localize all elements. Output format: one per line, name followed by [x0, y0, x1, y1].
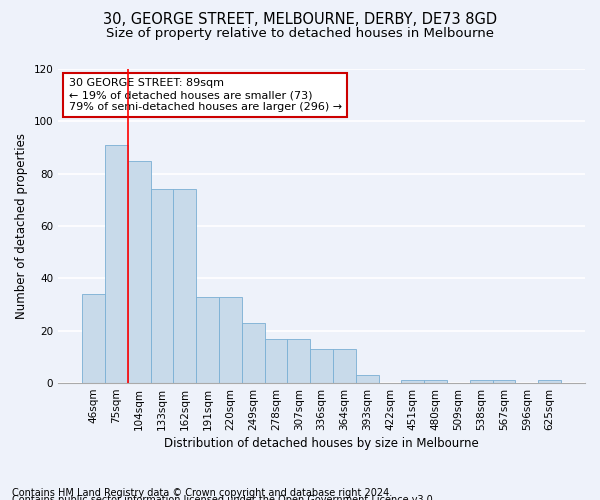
Bar	[538, 380, 561, 383]
Bar	[173, 190, 196, 383]
Text: 30 GEORGE STREET: 89sqm
← 19% of detached houses are smaller (73)
79% of semi-de: 30 GEORGE STREET: 89sqm ← 19% of detache…	[69, 78, 342, 112]
Text: Contains HM Land Registry data © Crown copyright and database right 2024.: Contains HM Land Registry data © Crown c…	[12, 488, 392, 498]
Bar	[470, 380, 493, 383]
Text: 30, GEORGE STREET, MELBOURNE, DERBY, DE73 8GD: 30, GEORGE STREET, MELBOURNE, DERBY, DE7…	[103, 12, 497, 28]
Bar	[82, 294, 105, 383]
Text: Contains public sector information licensed under the Open Government Licence v3: Contains public sector information licen…	[12, 495, 436, 500]
Bar	[287, 338, 310, 383]
Bar	[196, 296, 219, 383]
Bar	[219, 296, 242, 383]
Bar	[424, 380, 447, 383]
Bar	[333, 349, 356, 383]
Bar	[493, 380, 515, 383]
Bar	[356, 375, 379, 383]
Bar	[151, 190, 173, 383]
Bar	[105, 145, 128, 383]
Text: Size of property relative to detached houses in Melbourne: Size of property relative to detached ho…	[106, 28, 494, 40]
Bar	[310, 349, 333, 383]
Bar	[128, 160, 151, 383]
Bar	[242, 323, 265, 383]
X-axis label: Distribution of detached houses by size in Melbourne: Distribution of detached houses by size …	[164, 437, 479, 450]
Bar	[265, 338, 287, 383]
Bar	[401, 380, 424, 383]
Y-axis label: Number of detached properties: Number of detached properties	[15, 133, 28, 319]
